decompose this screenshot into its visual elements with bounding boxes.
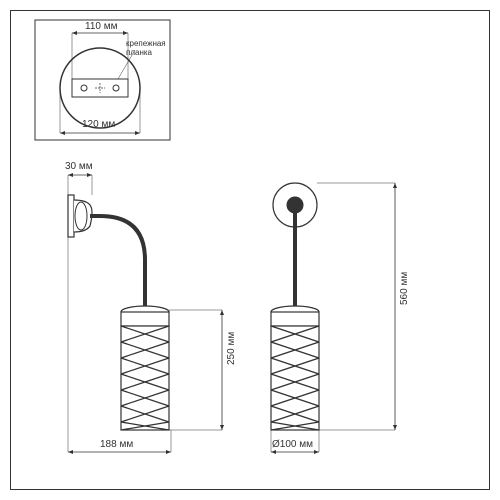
label-560: 560 мм <box>399 272 410 305</box>
front-view <box>0 0 500 500</box>
label-d100: Ø100 мм <box>272 439 313 450</box>
